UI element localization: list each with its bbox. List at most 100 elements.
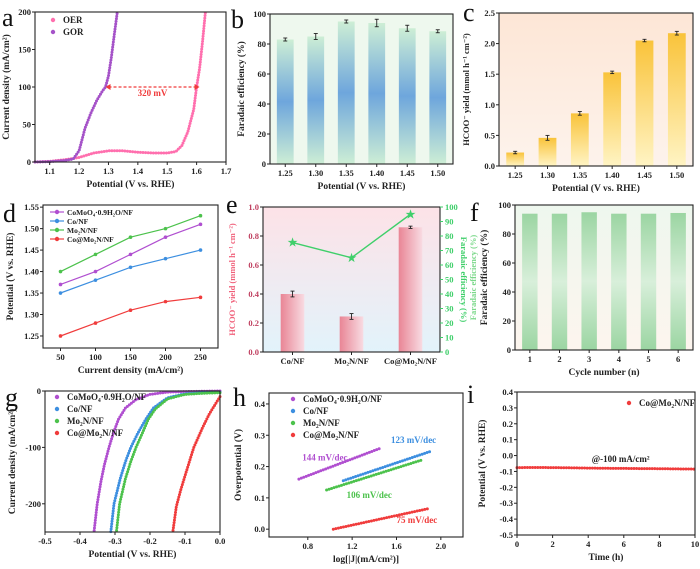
plot-frame xyxy=(44,390,221,533)
y-tick-label: 0.0 xyxy=(254,524,265,534)
series-markers xyxy=(33,10,207,164)
x-tick-label: 2 xyxy=(550,539,554,549)
legend-marker xyxy=(50,17,56,23)
panel-e: ★ ★ ★ Co/NF Mo₂N/NF Co@Mo₂N/NF 0.0 0.2 0.4 0.6 0.8… xyxy=(226,190,469,366)
x-axis-title: Time (h) xyxy=(589,552,624,563)
legend-label: Co@Mo₂N/NF xyxy=(639,398,696,408)
error-bar xyxy=(545,134,550,141)
y-tick-label: 0.0 xyxy=(248,347,259,357)
x-axis-title: Potential (V vs. RHE) xyxy=(552,183,640,194)
x-axis-title: Potential (V vs. RHE) xyxy=(87,179,175,190)
data-point xyxy=(163,299,168,304)
series-markers xyxy=(325,458,423,492)
series-markers xyxy=(341,449,434,483)
panel-letter: g xyxy=(5,383,18,412)
legend-marker xyxy=(290,408,296,414)
y-tick-label: 200 xyxy=(18,7,31,17)
y-tick-label: 1.0 xyxy=(248,202,259,212)
annotation-label: 320 mV xyxy=(138,88,168,98)
y-tick-label: 0.4 xyxy=(248,289,259,299)
bar xyxy=(398,28,416,164)
legend-item: CoMoO₄·0.9H₂O/NF xyxy=(290,394,383,404)
legend-label: CoMoO₄·0.9H₂O/NF xyxy=(67,208,133,217)
x-tick-label: 1.25 xyxy=(278,168,293,178)
error-bar xyxy=(408,225,413,229)
y-tick-label: 1.0 xyxy=(484,100,495,110)
y-tick-label: 1.25 xyxy=(24,331,39,341)
y2-tick-label: 50 xyxy=(445,275,454,285)
data-point xyxy=(58,282,63,287)
error-bar xyxy=(313,33,318,40)
y-tick-label: 2.0 xyxy=(484,39,495,49)
legend-label: Co/NF xyxy=(67,404,93,414)
x-tick-label: 1.4 xyxy=(133,166,144,176)
y-axis-title: Overpotential (V) xyxy=(233,429,244,501)
panel-letter: d xyxy=(3,199,16,228)
star-marker: ★ xyxy=(347,252,357,264)
y-tick-label: 1.40 xyxy=(24,267,39,277)
panel-letter: c xyxy=(463,0,475,27)
legend-item: Mo₂N/NF xyxy=(50,226,98,235)
y-tick-label: 1.30 xyxy=(24,310,39,320)
legend-item: CoMoO₄·0.9H₂O/NF xyxy=(54,392,147,402)
bar xyxy=(538,137,557,166)
y-tick-label: 150 xyxy=(18,45,31,55)
y-tick-label: 0.0 xyxy=(502,451,513,461)
panel-letter: h xyxy=(233,383,246,412)
series-line xyxy=(60,249,201,294)
legend-item: Mo₂N/NF xyxy=(54,416,104,426)
data-point xyxy=(93,269,98,274)
legend-marker xyxy=(290,420,296,426)
x-tick-label: -0.1 xyxy=(178,536,191,546)
panel-letter: e xyxy=(226,190,238,219)
bar xyxy=(581,212,597,350)
legend-marker xyxy=(290,396,296,402)
plot-frame xyxy=(268,392,464,538)
x-tick-label: 3 xyxy=(587,354,591,364)
legend-marker xyxy=(54,430,60,436)
x-tick-label: 50 xyxy=(56,352,65,362)
y-tick-label: 0 xyxy=(37,386,41,396)
y-tick-label: 0 xyxy=(262,159,266,169)
x-tick-label: 1.30 xyxy=(308,168,323,178)
data-point xyxy=(198,213,203,218)
legend-item: Co/NF xyxy=(290,406,329,416)
series-markers xyxy=(92,389,222,534)
x-axis-title: Potential (V vs. RHE) xyxy=(318,181,406,192)
y-axis-title: Current density (mA/cm²) xyxy=(1,34,12,140)
y2-tick-label: 90 xyxy=(445,217,454,227)
y-tick-label: 1.45 xyxy=(24,245,39,255)
x-tick-label: 1.3 xyxy=(103,166,114,176)
x-axis-title: log[|J|(mA/cm²)] xyxy=(333,554,399,565)
star-marker: ★ xyxy=(406,209,416,221)
x-tick-label: 6 xyxy=(676,354,680,364)
x-tick-label: 1.40 xyxy=(369,168,384,178)
bar xyxy=(570,113,589,166)
star-marker: ★ xyxy=(288,237,298,249)
y-tick-label: 0.4 xyxy=(254,399,265,409)
x-tick-label: 1.45 xyxy=(637,170,652,180)
error-bar xyxy=(344,19,349,24)
annotation-label: 75 mV/dec xyxy=(396,515,437,525)
legend-label: Co@Mo₂N/NF xyxy=(67,428,124,438)
data-point xyxy=(128,265,133,270)
y-axis-title: HCOO⁻ yield (mmol h⁻¹ cm⁻²) xyxy=(227,223,237,336)
plot-background xyxy=(499,13,693,166)
data-point xyxy=(93,321,98,325)
data-point xyxy=(163,235,168,240)
x-tick-label: 5 xyxy=(646,354,650,364)
legend-label: Co/NF xyxy=(67,217,89,226)
x-tick-label: 150 xyxy=(124,352,137,362)
legend-marker xyxy=(54,209,60,215)
data-point xyxy=(128,308,133,313)
legend-marker xyxy=(54,394,60,400)
x-tick-label: 1.2 xyxy=(74,166,85,176)
x-tick-label: 1.50 xyxy=(430,168,445,178)
y-tick-label: 0.3 xyxy=(254,430,265,440)
legend-label: Mo₂N/NF xyxy=(67,416,104,426)
plot-background xyxy=(515,205,693,350)
legend-marker xyxy=(290,432,296,438)
x-tick-label: 1.2 xyxy=(347,541,358,551)
bar xyxy=(506,152,525,166)
y-tick-label: 100 xyxy=(18,82,31,92)
